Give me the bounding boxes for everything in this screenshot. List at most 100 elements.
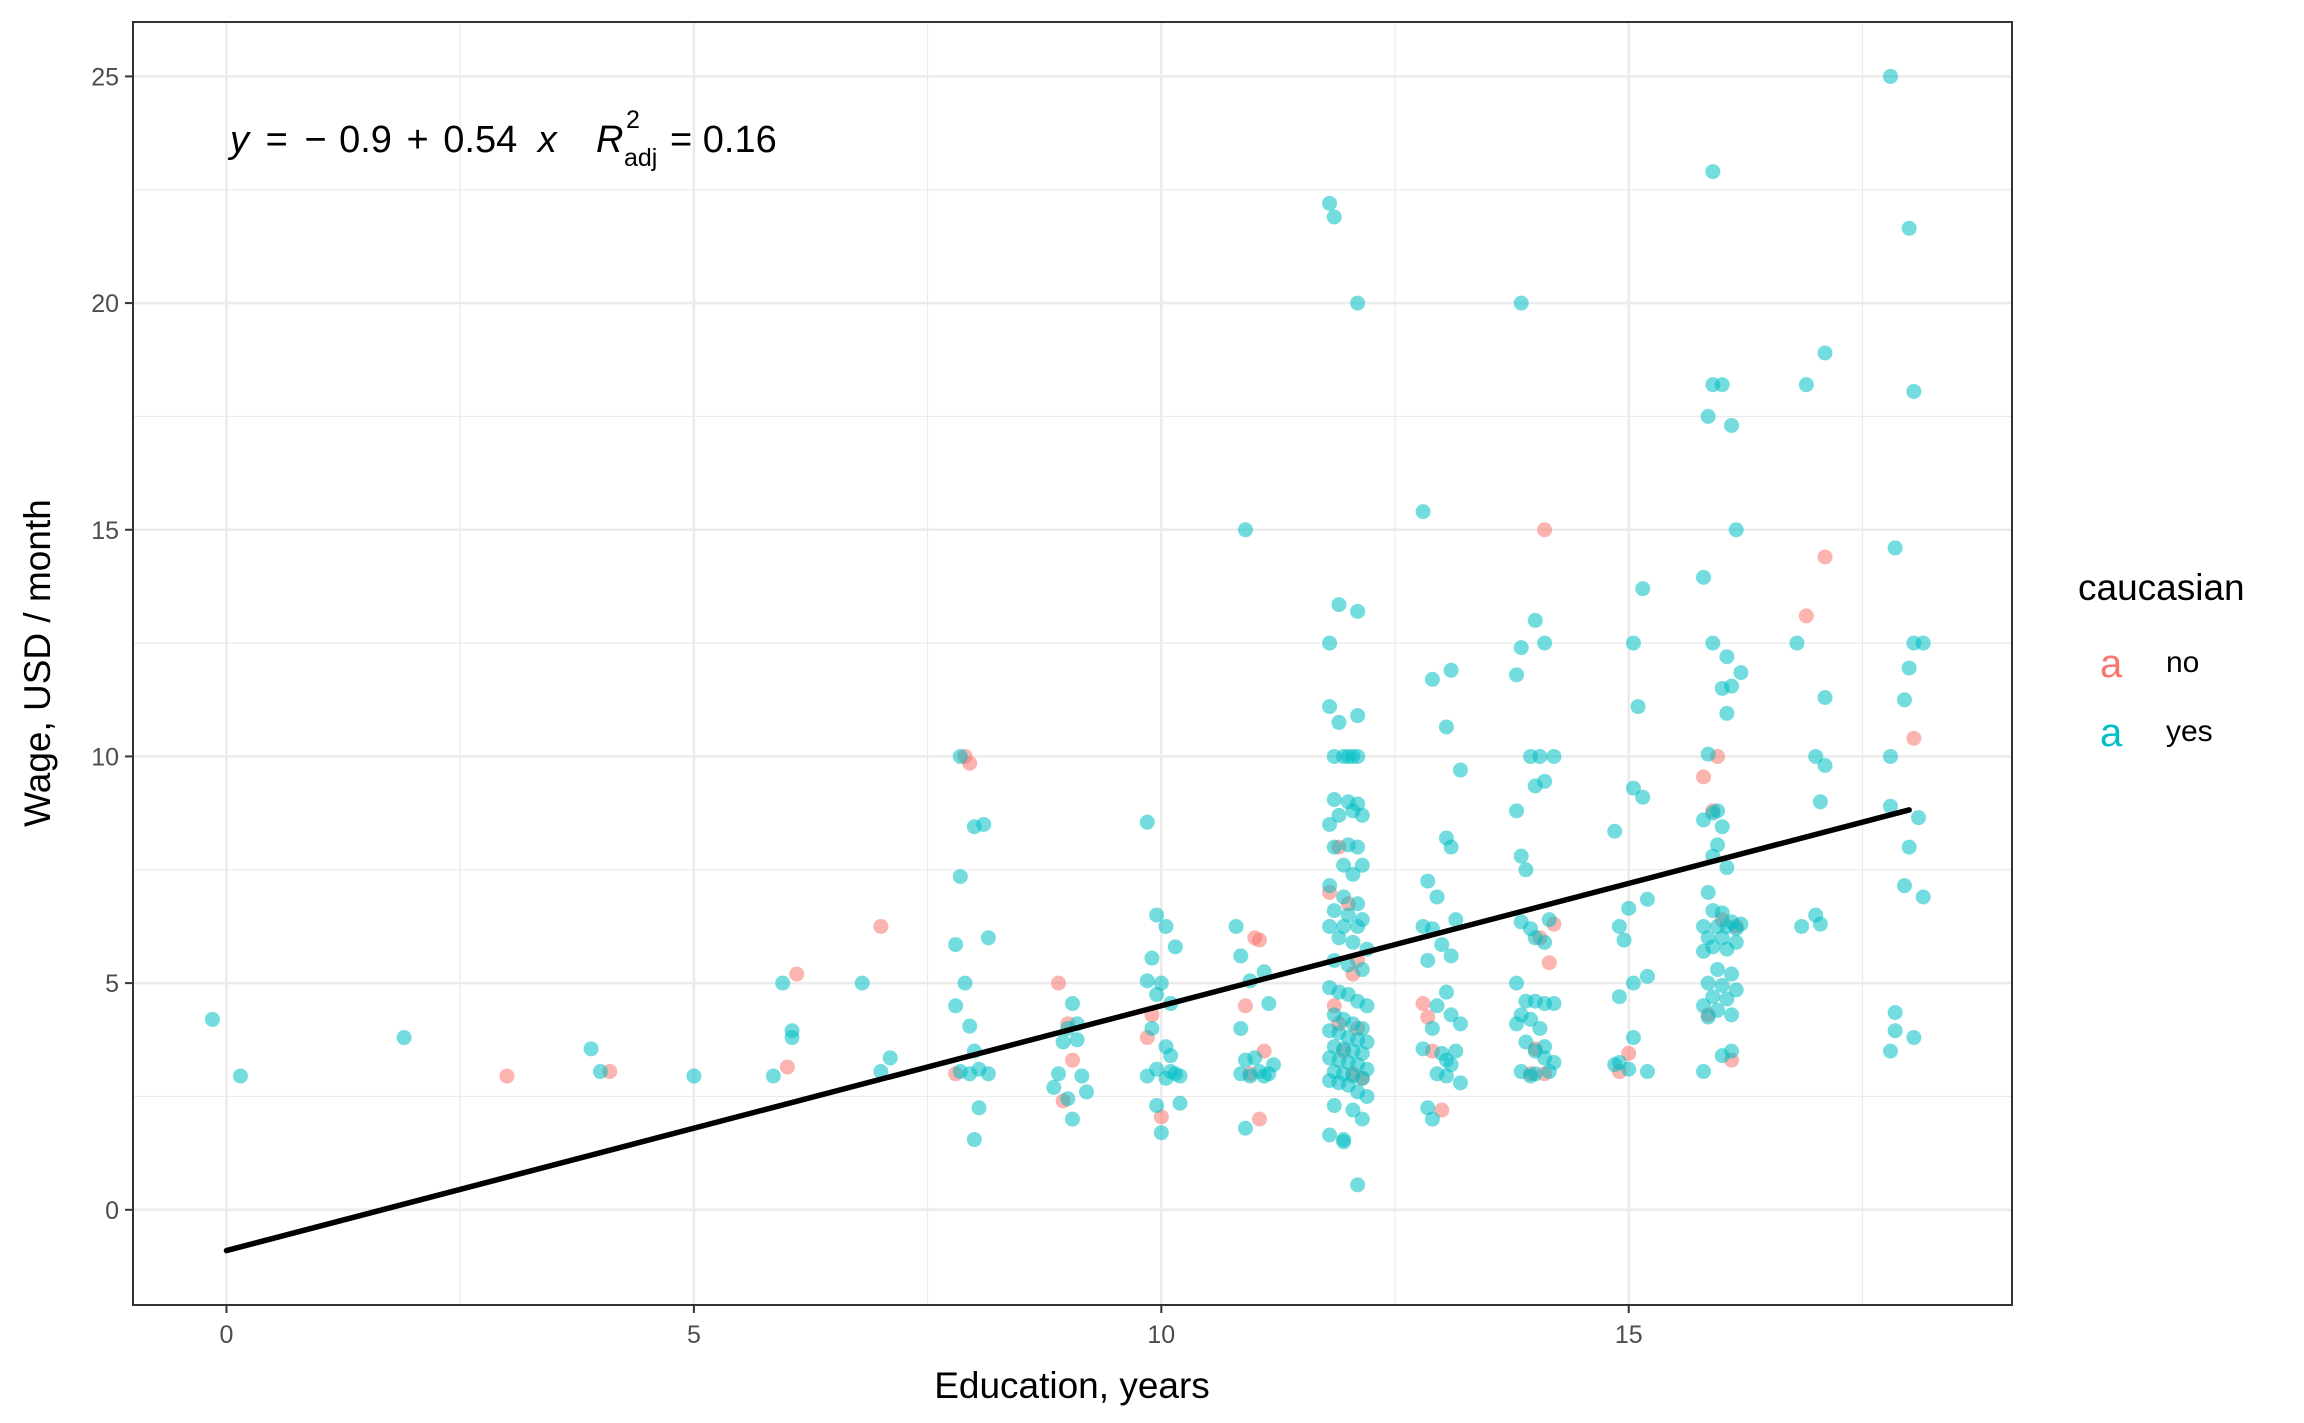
point-no	[1153, 1109, 1169, 1125]
point-yes	[1714, 905, 1730, 921]
annotation-r-sup: 2	[626, 106, 640, 134]
point-yes	[1452, 1075, 1468, 1091]
point-yes	[966, 1132, 982, 1148]
point-yes	[1887, 1005, 1903, 1021]
point-yes	[1448, 912, 1464, 928]
point-yes	[1233, 948, 1249, 964]
point-yes	[976, 816, 992, 832]
point-yes	[1153, 975, 1169, 991]
y-tick-label: 10	[91, 743, 119, 771]
point-yes	[1541, 1064, 1557, 1080]
point-yes	[1172, 1068, 1188, 1084]
point-yes	[1901, 660, 1917, 676]
point-yes	[1710, 803, 1726, 819]
point-yes	[1158, 918, 1174, 934]
point-yes	[1700, 1009, 1716, 1025]
point-no	[1251, 932, 1267, 948]
point-no	[779, 1059, 795, 1075]
point-yes	[1509, 975, 1525, 991]
point-yes	[1326, 792, 1342, 808]
point-yes	[1322, 195, 1338, 211]
point-yes	[583, 1041, 599, 1057]
point-yes	[1808, 748, 1824, 764]
point-yes	[1350, 896, 1366, 912]
point-yes	[1420, 873, 1436, 889]
point-yes	[233, 1068, 249, 1084]
point-yes	[1237, 522, 1253, 538]
point-yes	[1322, 1127, 1338, 1143]
point-yes	[1625, 1030, 1641, 1046]
point-yes	[1714, 819, 1730, 835]
point-yes	[1915, 889, 1931, 905]
point-yes	[1359, 1034, 1375, 1050]
point-yes	[1144, 950, 1160, 966]
point-yes	[1705, 635, 1721, 651]
point-yes	[1546, 748, 1562, 764]
point-yes	[1714, 977, 1730, 993]
point-yes	[1153, 1125, 1169, 1141]
point-yes	[1518, 862, 1534, 878]
y-tick-label: 5	[105, 970, 119, 998]
annotation-eq: =	[266, 119, 288, 161]
point-yes	[1625, 780, 1641, 796]
point-yes	[784, 1030, 800, 1046]
point-yes	[1700, 975, 1716, 991]
point-yes	[1350, 603, 1366, 619]
point-no	[1251, 1111, 1267, 1127]
point-yes	[1817, 690, 1833, 706]
point-yes	[980, 1066, 996, 1082]
point-yes	[1611, 918, 1627, 934]
point-yes	[1354, 962, 1370, 978]
point-yes	[1065, 996, 1080, 1012]
point-yes	[854, 975, 870, 991]
point-yes	[1139, 973, 1155, 989]
point-yes	[1046, 1079, 1062, 1095]
point-yes	[873, 1064, 889, 1080]
point-yes	[1728, 921, 1744, 937]
y-tick-label: 20	[91, 290, 119, 318]
point-yes	[1714, 377, 1730, 393]
point-yes	[1882, 798, 1898, 814]
point-yes	[1354, 807, 1370, 823]
point-yes	[1724, 417, 1740, 433]
legend: caucasian a no a yes	[2078, 567, 2245, 755]
point-yes	[1345, 866, 1361, 882]
point-no	[1906, 730, 1922, 746]
point-yes	[1700, 884, 1716, 900]
point-yes	[1050, 1066, 1066, 1082]
point-yes	[1901, 220, 1917, 236]
point-yes	[1696, 998, 1712, 1014]
point-yes	[1639, 1064, 1655, 1080]
point-yes	[1350, 839, 1366, 855]
point-yes	[1611, 989, 1627, 1005]
point-yes	[1359, 1088, 1375, 1104]
point-yes	[1817, 345, 1833, 361]
point-yes	[1452, 762, 1468, 778]
annotation-r2: = 0.16	[670, 119, 777, 161]
annotation-minus: −	[304, 119, 326, 161]
point-no	[1696, 769, 1712, 785]
point-yes	[1326, 903, 1342, 919]
point-yes	[1509, 667, 1525, 683]
y-tick-label: 25	[91, 63, 119, 91]
point-yes	[1172, 1095, 1188, 1111]
point-yes	[1336, 748, 1352, 764]
point-yes	[1424, 671, 1440, 687]
point-yes	[1906, 1030, 1922, 1046]
point-yes	[1537, 1039, 1553, 1055]
x-axis-title: Education, years	[934, 1365, 1210, 1406]
point-yes	[1429, 889, 1445, 905]
point-yes	[1443, 1057, 1459, 1073]
panel-background	[133, 22, 2012, 1305]
point-yes	[204, 1011, 220, 1027]
point-no	[1621, 1045, 1637, 1061]
point-yes	[1896, 692, 1912, 708]
point-yes	[1513, 640, 1529, 656]
point-yes	[1887, 540, 1903, 556]
point-yes	[1149, 1061, 1165, 1077]
point-yes	[1336, 918, 1352, 934]
point-yes	[957, 975, 973, 991]
point-yes	[1265, 1057, 1281, 1073]
point-yes	[1527, 778, 1543, 794]
